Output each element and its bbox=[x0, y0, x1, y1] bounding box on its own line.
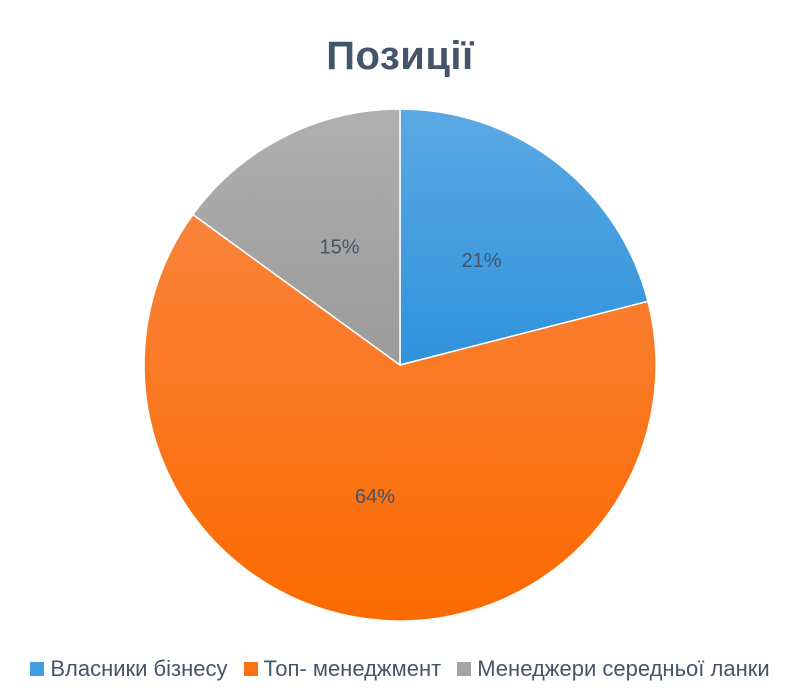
legend-item-top-management[interactable]: Топ- менеджмент bbox=[243, 656, 442, 682]
slice-owners[interactable] bbox=[399, 108, 649, 366]
slice-owners-label: 21% bbox=[462, 250, 502, 272]
legend-item-middle-managers[interactable]: Менеджери середньої ланки bbox=[457, 656, 770, 682]
legend-label-owners: Власники бізнесу bbox=[50, 656, 228, 681]
legend-swatch-owners bbox=[30, 662, 45, 676]
legend-swatch-top-management bbox=[243, 662, 258, 676]
legend-swatch-middle-managers bbox=[457, 662, 472, 676]
legend-label-top-management: Топ- менеджмент bbox=[263, 656, 442, 681]
slice-middle-managers-label: 15% bbox=[320, 236, 360, 258]
legend: Власники бізнесу Топ- менеджмент Менедже… bbox=[0, 656, 800, 682]
legend-item-owners[interactable]: Власники бізнесу bbox=[30, 656, 228, 682]
slice-middle-managers[interactable] bbox=[191, 108, 401, 367]
legend-label-middle-managers: Менеджери середньої ланки bbox=[477, 656, 770, 681]
slice-top-management[interactable] bbox=[143, 213, 657, 622]
slice-top-management-label: 64% bbox=[355, 486, 395, 508]
chart-title: Позиції bbox=[326, 34, 474, 78]
